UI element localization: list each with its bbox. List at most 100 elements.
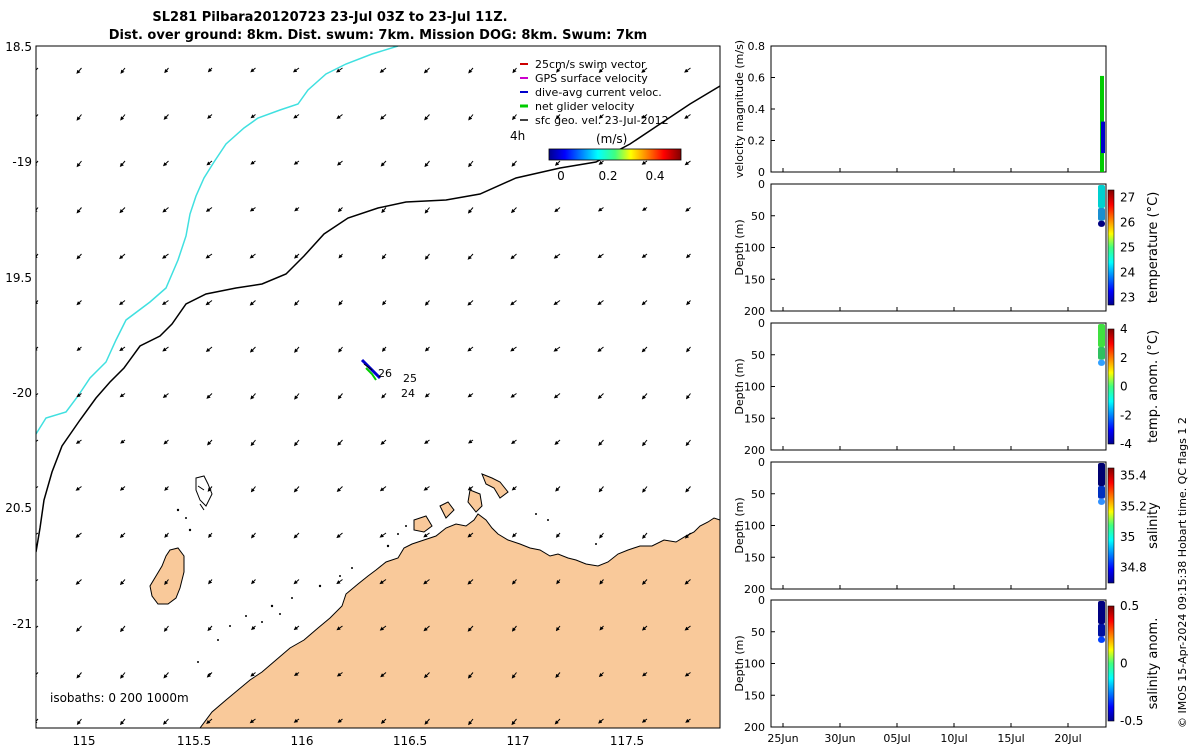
velocity-arrow [380,439,387,445]
velocity-arrow [293,672,300,677]
profile-mark [1098,359,1105,366]
velocity-arrow [641,300,648,306]
map-ytick: 19.5 [5,271,32,285]
island-barrow [149,547,185,605]
map-legend: 25cm/s swim vector GPS surface velocity … [510,58,682,183]
velocity-arrow [337,207,343,213]
track-label-25: 25 [403,372,417,385]
panel-ylabel: Depth (m) [733,219,746,275]
track-label-26: 26 [378,367,392,380]
velocity-arrow [641,253,648,259]
velocity-arrow [599,625,604,631]
velocity-arrow [119,579,126,586]
velocity-arrow [76,393,82,398]
panel-colorbar [1107,605,1115,722]
velocity-arrow [684,579,691,585]
velocity-arrow [641,579,648,585]
panel-frame [770,45,1107,173]
velocity-arrow [380,114,387,120]
velocity-arrow [424,253,430,260]
velocity-arrow [293,625,300,631]
colorbar-tick: 35.4 [1120,469,1147,483]
velocity-arrow [598,160,604,165]
velocity-arrow [467,579,474,585]
panel-ytick: 0.2 [748,135,766,148]
velocity-arrow [511,625,517,632]
panel-ytick: 200 [744,583,765,596]
velocity-arrow [468,114,474,121]
colorbar-tick: 4 [1120,322,1128,336]
velocity-arrow [120,625,126,633]
velocity-arrow [554,207,561,213]
panel-ytick: 200 [744,444,765,457]
velocity-arrow [424,300,430,306]
map-xtick: 117.5 [610,734,644,748]
colorbar-tick: 25 [1120,241,1135,255]
panel-ytick: 150 [744,689,765,702]
velocity-arrow [163,625,169,632]
panel-ytick: 100 [744,242,765,255]
velocity-series-mark [1101,121,1105,154]
panel-ylabel: Depth (m) [733,358,746,414]
velocity-arrow [511,160,517,167]
velocity-arrow [163,114,169,120]
velocity-arrow [76,625,82,632]
panel-colorbar-label: temp. anom. (°C) [1146,330,1161,443]
map-ytick: 18.5 [5,40,32,54]
profile-mark [1098,601,1105,625]
duration-label: 4h [510,129,525,143]
velocity-arrow [467,300,474,306]
velocity-arrow [553,393,561,399]
velocity-arrow [424,439,430,445]
velocity-arrow [250,114,256,119]
velocity-arrow [381,207,387,214]
velocity-arrow [337,393,343,400]
velocity-arrow [120,67,126,74]
velocity-arrow [36,486,39,491]
velocity-arrow [555,114,561,120]
velocity-arrow [467,532,474,538]
velocity-arrow [511,532,517,538]
velocity-arrow [250,439,256,447]
velocity-arrow [423,672,430,679]
velocity-arrow [120,672,126,679]
velocity-arrow [292,67,300,73]
velocity-arrow [207,625,213,632]
velocity-arrow [510,253,517,260]
velocity-arrow [163,672,169,679]
velocity-arrow [642,486,648,493]
velocity-arrow [251,625,256,631]
velocity-arrow [641,114,648,119]
velocity-arrow [119,393,126,398]
velocity-arrow [205,346,213,353]
velocity-arrow [641,346,648,353]
velocity-arrow [598,486,604,493]
profile-mark [1098,220,1105,227]
isobaths-label: isobaths: 0 200 1000m [50,691,189,705]
velocity-arrow [250,67,256,73]
velocity-arrow [36,253,39,260]
velocity-arrow [468,160,474,168]
velocity-arrow [293,718,300,723]
velocity-arrow [686,346,691,353]
velocity-arrow [250,393,256,400]
profile-mark [1098,347,1105,360]
panel-ytick: 200 [744,305,765,318]
velocity-arrow [250,486,256,493]
velocity-arrow [597,300,604,306]
velocity-arrow [206,718,213,724]
velocity-arrow [467,393,474,398]
velocity-arrow [598,672,604,678]
velocity-arrow [293,579,300,585]
velocity-arrow [208,532,213,538]
panel-frame [770,183,1107,312]
panel-ytick: 200 [744,721,765,734]
colorbar-unit: (m/s) [596,132,627,146]
velocity-arrow [208,579,213,585]
velocity-arrow [206,160,213,166]
velocity-arrow [380,718,387,724]
velocity-arrow [162,300,169,306]
velocity-arrow [684,532,691,539]
panel-colorbar-label: temperature (°C) [1146,192,1161,304]
